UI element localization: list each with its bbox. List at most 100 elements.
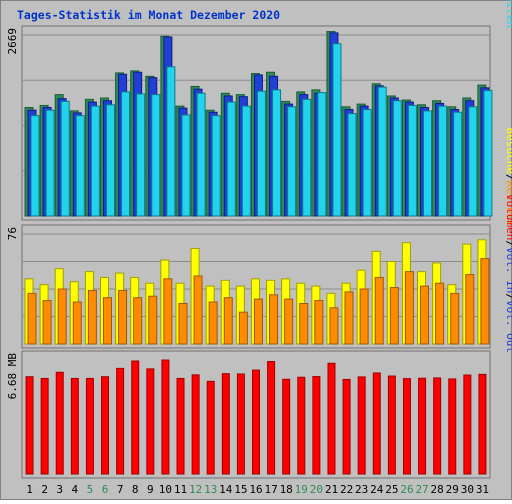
bar-volumen-day-19 (297, 376, 306, 475)
bar-volumen-day-25 (387, 375, 396, 475)
legend-item-besuche: Besuche (504, 128, 512, 174)
legend-separator: / (504, 174, 512, 181)
bar-rechner-day-21 (329, 307, 339, 345)
x-tick-label: 3 (56, 483, 63, 496)
x-tick-label: 30 (461, 483, 474, 496)
x-tick-label: 31 (476, 483, 489, 496)
x-tick-label: 24 (370, 483, 384, 496)
bar-rechner-day-3 (57, 288, 67, 345)
bar-seiten-day-22 (347, 113, 357, 217)
bar-volumen-day-4 (70, 377, 79, 475)
bar-seiten-day-2 (45, 109, 55, 217)
bar-seiten-day-8 (136, 93, 146, 217)
bar-volumen-day-16 (252, 369, 260, 475)
x-tick-label: 14 (219, 483, 233, 496)
x-tick-label: 10 (159, 483, 172, 496)
legend-hits-files-pages: Anfragen/Dateien/Seiten (504, 0, 512, 28)
x-tick-label: 8 (132, 483, 139, 496)
bar-seiten-day-31 (483, 90, 493, 217)
legend-volume: Volumen/Vol. In/Vol. Out (504, 194, 512, 353)
bar-seiten-day-27 (423, 110, 433, 217)
bar-seiten-day-30 (468, 106, 478, 217)
bar-seiten-day-15 (241, 105, 251, 217)
legend-visits-hosts: Besuche/Rechner (504, 128, 512, 228)
x-tick-label: 25 (385, 483, 398, 496)
bar-seiten-day-11 (181, 114, 191, 217)
x-tick-label: 26 (400, 483, 413, 496)
bar-rechner-day-27 (420, 285, 430, 345)
bar-seiten-day-4 (75, 115, 85, 217)
bar-rechner-day-26 (404, 271, 414, 345)
bar-rechner-day-20 (314, 300, 324, 345)
x-tick-label: 5 (87, 483, 94, 496)
bar-rechner-day-16 (253, 298, 263, 345)
legend-item-seiten: Seiten (504, 0, 512, 28)
x-tick-label: 15 (234, 483, 247, 496)
bar-rechner-day-24 (374, 276, 384, 345)
bar-seiten-day-14 (226, 101, 236, 217)
bar-volumen-day-8 (131, 360, 140, 475)
y-axis-max-label: 76 (6, 227, 19, 240)
bar-volumen-day-21 (327, 362, 336, 475)
x-tick-label: 7 (117, 483, 124, 496)
bar-seiten-day-7 (121, 91, 131, 217)
bar-rechner-day-17 (269, 294, 279, 345)
bar-rechner-day-29 (450, 292, 460, 345)
x-tick-label: 29 (446, 483, 459, 496)
bar-rechner-day-1 (27, 292, 37, 345)
bar-seiten-day-18 (287, 106, 297, 217)
bar-volumen-day-18 (282, 378, 291, 475)
x-tick-label: 9 (147, 483, 154, 496)
x-tick-label: 11 (174, 483, 187, 496)
bar-rechner-day-4 (72, 301, 82, 345)
panel-hits-files-pages: 2669 Anfragen/Dateien/Seiten (6, 0, 512, 221)
legend-item-volumen: Volumen (504, 194, 512, 240)
bar-volumen-day-17 (267, 361, 276, 475)
bar-volumen-day-10 (161, 359, 170, 475)
x-tick-label: 2 (41, 483, 48, 496)
x-axis-labels: 1 2 3 4 5 6 7 8 9 10 11 12 13 14 15 16 17 18 19 20 21 22 23 24 2… (26, 483, 489, 496)
bar-volumen-day-9 (146, 368, 155, 475)
bar-volumen-day-7 (116, 367, 125, 475)
x-tick-label: 1 (26, 483, 33, 496)
chart-title: Tages-Statistik im Monat Dezember 2020 (17, 8, 280, 22)
bar-rechner-day-19 (299, 302, 309, 345)
x-tick-label: 17 (264, 483, 277, 496)
bar-rechner-day-5 (87, 289, 97, 345)
bar-seiten-day-5 (90, 105, 100, 217)
legend-item-vol-out: Vol. Out (504, 300, 512, 353)
bar-volumen-day-22 (342, 378, 351, 475)
x-tick-label: 23 (355, 483, 368, 496)
x-tick-label: 28 (431, 483, 444, 496)
bar-seiten-day-12 (196, 92, 206, 217)
bar-rechner-day-8 (133, 297, 143, 345)
bar-rechner-day-15 (238, 311, 248, 345)
legend-separator: / (504, 293, 512, 300)
bar-volumen-day-26 (402, 378, 411, 475)
bar-seiten-day-28 (438, 105, 448, 217)
bar-rechner-day-23 (359, 288, 369, 345)
y-axis-max-label: 6.68 MB (6, 353, 19, 400)
x-tick-label: 18 (280, 483, 293, 496)
bar-rechner-day-31 (480, 258, 490, 345)
bar-rechner-day-11 (178, 302, 188, 345)
legend-item-rechner: Rechner (504, 181, 512, 228)
bar-seiten-day-9 (151, 94, 161, 217)
bar-seiten-day-26 (407, 104, 417, 217)
bar-seiten-day-17 (272, 89, 282, 217)
bar-volumen-day-5 (85, 377, 94, 475)
bar-volumen-day-6 (101, 376, 110, 475)
bar-seiten-day-21 (332, 43, 342, 217)
bar-volumen-day-15 (236, 373, 245, 475)
bar-rechner-day-28 (435, 282, 445, 345)
bar-rechner-day-30 (465, 274, 475, 345)
bar-volumen-day-1 (25, 376, 34, 475)
bar-seiten-day-24 (377, 86, 387, 217)
bar-seiten-day-1 (30, 115, 40, 217)
bar-seiten-day-19 (302, 98, 312, 217)
bar-volumen-day-28 (433, 377, 442, 475)
bar-volumen-day-31 (478, 373, 487, 475)
